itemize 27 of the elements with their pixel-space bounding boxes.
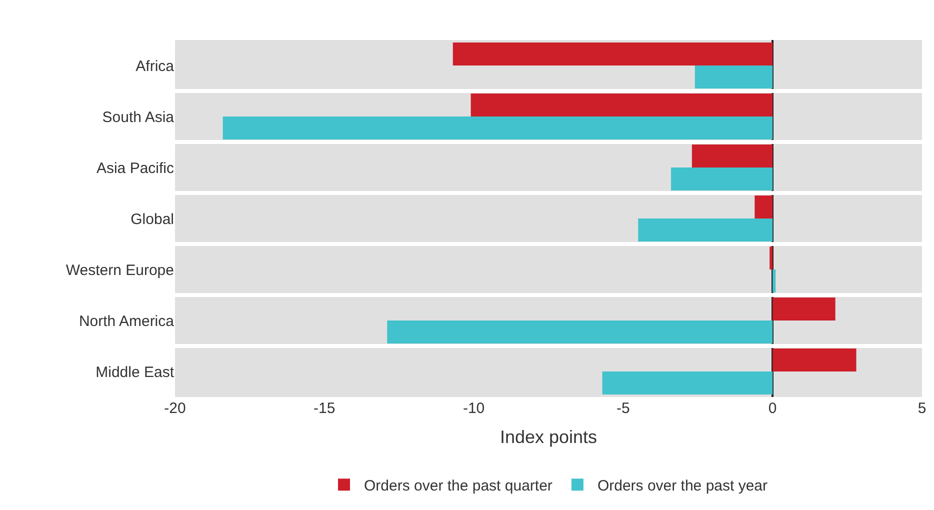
x-tick-label: 0 <box>768 400 777 417</box>
x-tick-label: -15 <box>314 400 336 417</box>
bar <box>772 270 776 292</box>
legend-label: Orders over the past quarter <box>364 478 552 494</box>
x-axis-title: Index points <box>500 427 598 448</box>
bar <box>638 218 773 242</box>
bar <box>671 168 773 190</box>
y-tick-label: Africa <box>136 58 175 75</box>
y-tick-label: Asia Pacific <box>96 160 174 177</box>
y-tick-label: Middle East <box>96 364 175 381</box>
bar <box>772 298 836 320</box>
y-tick-label: South Asia <box>102 108 175 126</box>
y-tick-label: Western Europe <box>66 262 174 279</box>
bar <box>694 66 773 88</box>
y-tick-label: Global <box>130 210 174 228</box>
x-tick-label: -20 <box>164 400 186 417</box>
bar <box>754 196 773 218</box>
legend-label: Orders over the past year <box>597 478 768 494</box>
x-tick-label: -5 <box>616 400 630 417</box>
x-tick-label: -10 <box>462 400 485 417</box>
bar <box>770 246 773 270</box>
bar <box>452 42 773 66</box>
bar <box>692 144 773 168</box>
bar <box>772 348 856 372</box>
bar <box>602 372 773 394</box>
y-tick-label: North America <box>78 312 175 330</box>
x-tick-label: 5 <box>918 400 926 417</box>
